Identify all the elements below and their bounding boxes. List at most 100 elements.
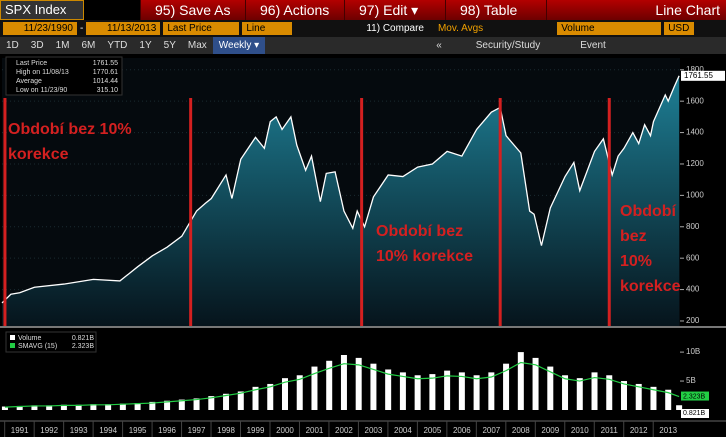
y-tick-label: 600 (686, 253, 700, 262)
legend-label: Volume (18, 335, 41, 342)
mov-avgs[interactable]: Mov. Avgs (437, 23, 484, 34)
x-tick-label: 2003 (365, 426, 383, 435)
volume-bar (267, 383, 274, 410)
legend-swatch (10, 343, 15, 348)
annotation: 10% korekce (376, 248, 473, 265)
legend-label: High on 11/08/13 (16, 69, 69, 76)
end-label-box (681, 391, 709, 401)
start-date[interactable]: 11/23/1990 (3, 22, 77, 35)
volume-bar (385, 369, 392, 410)
annotation: korekce (620, 278, 681, 295)
volume-bar (223, 393, 230, 410)
y-tick-label: 1400 (686, 128, 704, 137)
y-tick-label: 10B (686, 347, 700, 356)
end-date[interactable]: 11/13/2013 (86, 22, 161, 35)
style[interactable]: Line (242, 22, 293, 35)
x-tick-label: 1999 (247, 426, 265, 435)
x-tick-label: 2002 (335, 426, 353, 435)
volume-bar (517, 352, 524, 410)
volume-bar (620, 381, 627, 410)
volume-bar (340, 355, 347, 410)
button[interactable]: 96) Actions ▾ (245, 0, 344, 38)
volume-bar (326, 360, 333, 410)
period[interactable]: 1Y (139, 40, 152, 51)
period[interactable]: Max (187, 40, 207, 51)
period[interactable]: 1M (55, 40, 70, 51)
x-tick-label: 2004 (394, 426, 412, 435)
y-tick-label: 400 (686, 285, 700, 294)
volume-bar (75, 404, 82, 410)
x-tick-label: 2012 (630, 426, 648, 435)
volume-bar (444, 370, 451, 410)
x-tick-label: 2011 (601, 426, 619, 435)
legend-box (5, 331, 97, 353)
volume-bar (1, 406, 8, 410)
legend-box (5, 56, 123, 96)
volume-bar (650, 386, 657, 410)
volume-bar (149, 401, 156, 410)
volume-bar (370, 363, 377, 410)
compare[interactable]: 11) Compare (366, 23, 424, 34)
currency[interactable]: USD (664, 22, 695, 35)
x-tick-label: 1996 (158, 426, 176, 435)
volume-bar (458, 372, 465, 410)
y-tick-label: 800 (686, 222, 700, 231)
y-tick-label: 1600 (686, 96, 704, 105)
period[interactable]: 6M (81, 40, 96, 51)
dash: - (80, 23, 84, 34)
chart: 200400600800100012001400160018001761.55O… (0, 54, 726, 437)
annotation: Období bez 10% (8, 121, 132, 138)
volume-bar (562, 375, 569, 410)
volume-bar (591, 372, 598, 410)
end-label: 2.323B (683, 393, 706, 400)
annotation: Období (620, 203, 677, 220)
volume-bar (503, 363, 510, 410)
period[interactable]: 3D (30, 40, 44, 51)
period[interactable]: 5Y (163, 40, 176, 51)
x-tick-label: 2013 (659, 426, 677, 435)
event[interactable]: Event (580, 40, 606, 51)
volume-bar (399, 372, 406, 410)
button[interactable]: 95) Save As (140, 0, 245, 20)
legend-value: 315.10 (97, 87, 119, 94)
lower-study[interactable]: Volume (557, 22, 662, 35)
study[interactable]: Security/Study (475, 40, 541, 51)
y-tick-label: 200 (686, 316, 700, 325)
periods: 1D 3D 1M 6M YTD 1Y 5Y Max (0, 37, 213, 54)
legend-value: 1770.61 (93, 69, 118, 76)
x-tick-label: 1993 (70, 426, 88, 435)
legend-value: 0.821B (72, 335, 95, 342)
button[interactable]: 97) Edit ▾ (344, 0, 445, 20)
volume-bar (281, 378, 288, 410)
volume-bar (119, 403, 126, 410)
period[interactable]: YTD (107, 40, 128, 51)
volume-bar (311, 366, 318, 410)
frequency[interactable]: Weekly ▾ (212, 37, 266, 54)
period[interactable]: 1D (6, 40, 19, 51)
button[interactable]: 98) Table (445, 0, 546, 20)
volume-bar (355, 357, 362, 410)
legend-value: 1014.44 (93, 78, 118, 85)
volume-bar (46, 405, 53, 410)
y-tick-label: 1800 (686, 65, 704, 74)
volume-bar (676, 405, 683, 410)
annotation: Období bez (376, 223, 463, 240)
x-tick-label: 1991 (11, 426, 29, 435)
collapse[interactable]: « (436, 40, 442, 51)
x-tick-label: 1994 (99, 426, 117, 435)
volume-bar (193, 398, 200, 410)
legend-value: 2.323B (72, 343, 95, 350)
legend-value: 1761.55 (93, 60, 118, 67)
y-tick-label: 1200 (686, 159, 704, 168)
ticker[interactable]: SPX Index (0, 0, 84, 20)
legend-label: Average (16, 78, 42, 85)
smavg-line (4, 361, 680, 408)
volume-bar (164, 400, 171, 410)
field[interactable]: Last Price (163, 22, 240, 35)
volume-bar (31, 405, 38, 410)
annotation: 10% (620, 253, 652, 270)
volume-bar (237, 391, 244, 410)
legend-label: Low on 11/23/90 (16, 87, 67, 94)
volume-bar (635, 383, 642, 410)
